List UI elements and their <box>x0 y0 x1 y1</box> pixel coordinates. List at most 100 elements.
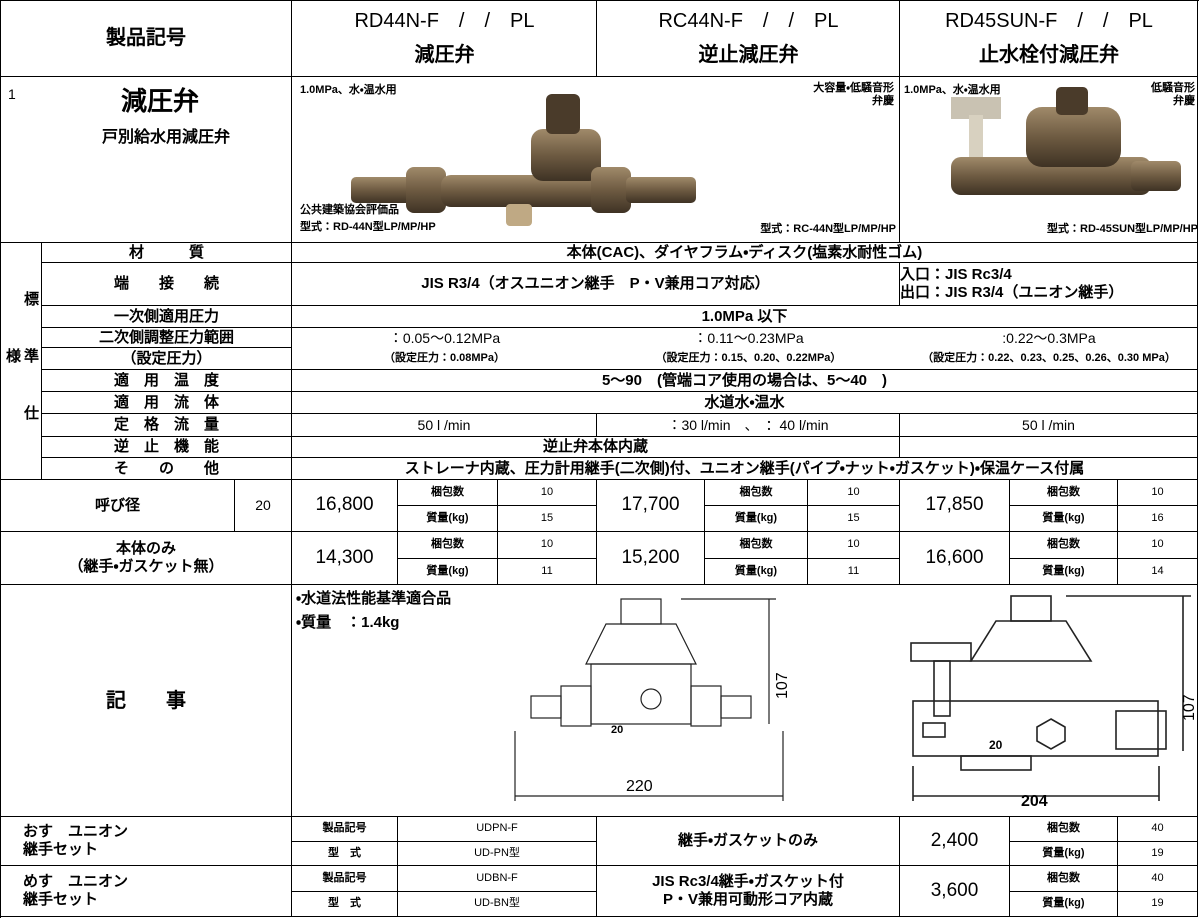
dimension-drawing-2: 20 204 107 <box>910 595 1198 810</box>
photo-note: 公共建築協会評価品 <box>300 204 399 217</box>
fitting-label: めす ユニオン 継手セット <box>1 866 292 917</box>
pack-label: 梱包数 <box>1010 866 1118 892</box>
spec-label: 適 用 温 度 <box>42 370 292 392</box>
fitting-model: UD-BN型 <box>398 891 597 917</box>
model-label: 型式：RC-44N型LP/MP/HP <box>760 222 896 235</box>
spec-value: （設定圧力：0.15、0.20、0.22MPa） <box>655 352 842 365</box>
category-number: 1 <box>8 85 16 102</box>
photo-cell <box>900 77 1198 243</box>
pack-value: 10 <box>1118 480 1198 506</box>
dimension-drawing-1: 20 220 107 <box>514 598 791 801</box>
weight-value: 19 <box>1118 891 1198 917</box>
dim-length: 204 <box>1021 793 1048 810</box>
spec-value: 50 l /min <box>292 414 597 437</box>
spec-label: 一次側適用圧力 <box>42 306 292 328</box>
pack-label: 梱包数 <box>1010 480 1118 506</box>
header-label: 製品記号 <box>1 1 292 77</box>
spec-label: （設定圧力） <box>42 348 292 370</box>
pack-label: 梱包数 <box>705 480 808 506</box>
photo-note: 1.0MPa、水・温水用 <box>300 84 397 97</box>
fitting-product: UDPN-F <box>398 817 597 842</box>
spec-value: 水道水・温水 <box>292 392 1198 414</box>
pack-value: 10 <box>808 532 900 559</box>
dim-height: 107 <box>1181 694 1198 721</box>
fitting-field: 型 式 <box>292 891 398 917</box>
notes-label: 記 事 <box>1 585 292 817</box>
spec-label: 定 格 流 量 <box>42 414 292 437</box>
fitting-label: おす ユニオン 継手セット <box>1 817 292 866</box>
spec-value: :0.22～0.3MPa <box>1002 329 1096 346</box>
table-cell <box>900 437 1198 458</box>
category-cell <box>1 77 292 243</box>
weight-label: 質量(kg) <box>1010 558 1118 585</box>
fitting-note: JIS Rc3/4継手・ガスケット付 P・V兼用可動形コア内蔵 <box>597 866 900 917</box>
pack-value: 10 <box>1118 532 1198 559</box>
product-name: 逆止減圧弁 <box>698 44 799 66</box>
product-name: 止水栓付減圧弁 <box>979 44 1119 66</box>
fitting-model: UD-PN型 <box>398 841 597 866</box>
weight-value: 15 <box>498 506 597 532</box>
pack-value: 10 <box>808 480 900 506</box>
weight-value: 15 <box>808 506 900 532</box>
dim-height: 107 <box>774 672 791 699</box>
pack-value: 40 <box>1118 817 1198 842</box>
weight-value: 11 <box>808 558 900 585</box>
valve-photo-2 <box>951 87 1181 195</box>
product-name: 減圧弁 <box>414 44 475 66</box>
product-code: RC44N-F / / PL <box>658 10 839 32</box>
note-item: ・質量 ：1.4kg <box>296 614 400 631</box>
fitting-product: UDBN-F <box>398 866 597 892</box>
weight-label: 質量(kg) <box>705 506 808 532</box>
weight-label: 質量(kg) <box>398 558 498 585</box>
spec-label: そ の 他 <box>42 458 292 480</box>
price: 17,700 <box>597 480 705 532</box>
fitting-field: 製品記号 <box>292 866 398 892</box>
spec-label: 逆 止 機 能 <box>42 437 292 458</box>
dim-size: 20 <box>611 724 623 736</box>
spec-value: 5～90 (管端コア使用の場合は、5～40 ) <box>292 370 1198 392</box>
spec-value: ストレーナ内蔵、圧力計用継手(二次側)付、ユニオン継手(パイプ・ナット・ガスケッ… <box>292 458 1198 480</box>
spec-value: 本体(CAC)、ダイヤフラム・ディスク(塩素水耐性ゴム) <box>292 243 1198 263</box>
spec-label: 端 接 続 <box>42 263 292 306</box>
side-label: 標準仕様 <box>1 243 42 480</box>
category-subtitle: 戸別給水用減圧弁 <box>101 129 230 147</box>
weight-label: 質量(kg) <box>1010 841 1118 866</box>
pack-value: 40 <box>1118 866 1198 892</box>
weight-label: 質量(kg) <box>1010 891 1118 917</box>
weight-value: 14 <box>1118 558 1198 585</box>
price: 3,600 <box>900 866 1010 917</box>
size-value: 20 <box>235 480 292 532</box>
weight-label: 質量(kg) <box>1010 506 1118 532</box>
product-code: RD45SUN-F / / PL <box>945 10 1153 32</box>
body-only-label: 本体のみ （継手・ガスケット無） <box>1 532 292 585</box>
weight-value: 16 <box>1118 506 1198 532</box>
product-code: RD44N-F / / PL <box>354 10 535 32</box>
photo-cell <box>292 77 900 243</box>
valve-photo-1 <box>351 94 696 226</box>
spec-value: 50 l /min <box>900 414 1198 437</box>
pack-label: 梱包数 <box>1010 817 1118 842</box>
pressure-cell <box>292 328 1198 370</box>
note-item: ・水道法性能基準適合品 <box>296 590 452 607</box>
price: 14,300 <box>292 532 398 585</box>
pack-label: 梱包数 <box>398 532 498 559</box>
header-cell <box>292 1 597 77</box>
spec-value: （設定圧力：0.08MPa） <box>383 352 506 365</box>
photo-note: 1.0MPa、水・温水用 <box>904 84 1001 97</box>
dim-size: 20 <box>989 738 1003 752</box>
price: 16,600 <box>900 532 1010 585</box>
model-label: 型式：RD-45SUN型LP/MP/HP <box>1047 222 1198 235</box>
spec-value: （設定圧力：0.22、0.23、0.25、0.26、0.30 MPa） <box>922 352 1176 365</box>
weight-label: 質量(kg) <box>705 558 808 585</box>
pack-label: 梱包数 <box>398 480 498 506</box>
photo-note: 低騒音形 弁慶 <box>1151 82 1195 108</box>
dim-length: 220 <box>626 778 653 795</box>
weight-value: 11 <box>498 558 597 585</box>
spec-value: JIS R3/4（オスユニオン継手 P・V兼用コア対応） <box>292 263 900 306</box>
spec-value: 逆止弁本体内蔵 <box>292 437 900 458</box>
spec-value: 入口：JIS Rc3/4 出口：JIS R3/4（ユニオン継手） <box>900 263 1198 306</box>
pack-label: 梱包数 <box>705 532 808 559</box>
notes-cell <box>292 585 1198 817</box>
spec-label: 適 用 流 体 <box>42 392 292 414</box>
